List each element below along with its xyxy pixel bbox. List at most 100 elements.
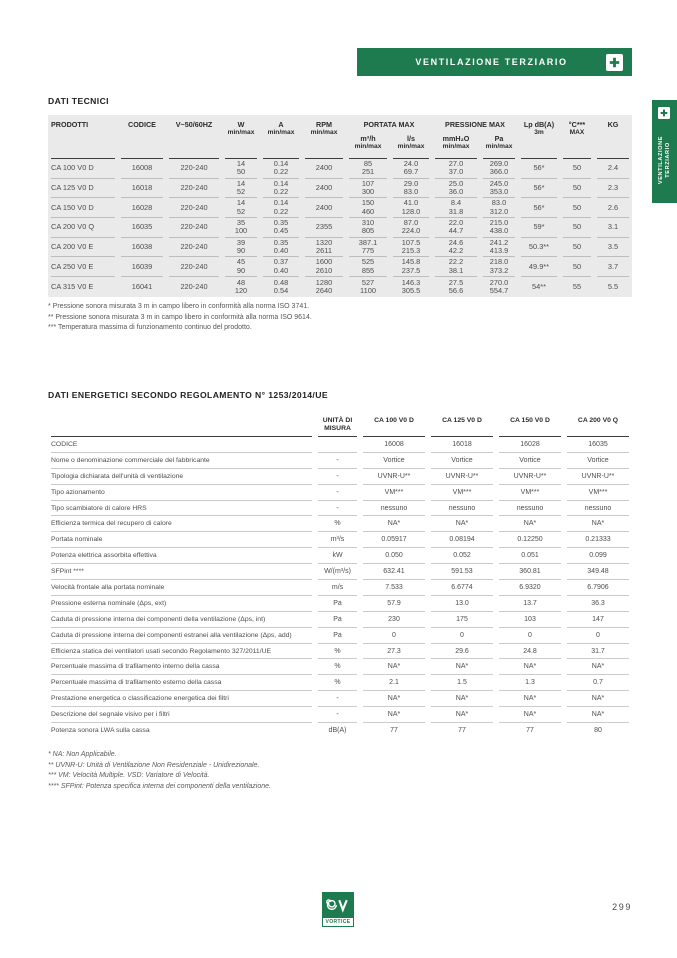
col-header-kg: KG [597, 117, 629, 159]
tech-cell: 16018 [121, 179, 163, 199]
section-banner-label: VENTILAZIONE TERZIARIO [415, 57, 568, 67]
tech-cell: 220-240 [169, 179, 219, 199]
energy-unit-cell: - [318, 485, 357, 501]
tech-cell: 27.0 37.0 [435, 159, 477, 179]
vortice-logo: VORTICE [322, 892, 354, 927]
energy-row-label: Potenza sonora LWA sulla cassa [51, 727, 150, 735]
energy-value-cell: NA* [567, 659, 629, 676]
tech-cell: 0.14 0.22 [263, 159, 299, 179]
tech-cell: 59* [521, 218, 557, 238]
footnote: ** Pressione sonora misurata 3 m in camp… [48, 313, 312, 321]
footnote: *** Temperatura massima di funzionamento… [48, 324, 252, 331]
tech-cell: 1320 2611 [305, 238, 343, 258]
energy-row-label: Efficienza termica del recupero di calor… [51, 516, 312, 533]
tech-cell: 0.14 0.22 [263, 179, 299, 199]
energy-value-cell: 16035 [567, 437, 629, 453]
energy-row-label: SFPint **** [51, 564, 312, 581]
tech-cell: 2400 [305, 159, 343, 179]
tech-cell: 16039 [121, 257, 163, 278]
energy-value-cell: Vortice [567, 453, 629, 469]
energy-value-cell: 147 [567, 612, 629, 628]
product-name: CA 150 V0 D [51, 198, 115, 219]
tech-cell: 241.2 413.9 [483, 238, 515, 258]
energy-unit-cell: % [318, 659, 357, 676]
tech-cell: 1600 2610 [305, 257, 343, 278]
energy-data-table: UNITÀ DI MISURA CA 100 V0 D CA 125 V0 D C… [48, 408, 632, 739]
tech-cell: 25.0 36.0 [435, 179, 477, 199]
energy-unit-cell: m/s [318, 580, 357, 596]
energy-value-cell: 230 [363, 612, 425, 628]
energy-row-label: Portata nominale [51, 532, 312, 549]
energy-row-label: Prestazione energetica o classificazione… [51, 691, 312, 708]
footnote: * NA: Non Applicabile. [48, 751, 117, 758]
energy-value-cell: 16018 [431, 437, 493, 453]
side-section-tab: VENTILAZIONE TERZIARIO [652, 100, 677, 203]
energy-unit-cell: kW [318, 548, 357, 565]
tech-cell: 54** [532, 281, 546, 291]
tech-cell: 3.7 [597, 257, 629, 278]
side-tab-line2: TERZIARIO [664, 141, 671, 178]
product-name: CA 200 V0 E [51, 238, 115, 258]
energy-value-cell: 175 [431, 612, 493, 628]
energy-value-cell: 77 [458, 727, 466, 735]
energy-value-cell: NA* [431, 659, 493, 676]
energy-value-cell: NA* [431, 691, 493, 708]
energy-value-cell: 31.7 [567, 644, 629, 660]
energy-value-cell: UVNR-U** [431, 469, 493, 485]
group-header-pressione-max: PRESSIONE MAX [445, 120, 505, 129]
energy-value-cell: 0.05917 [363, 532, 425, 549]
tech-cell: 220-240 [169, 238, 219, 258]
energy-value-cell: 57.9 [363, 596, 425, 612]
tech-cell: 16041 [131, 281, 153, 291]
footnote: *** VM: Velocità Multiple. VSD: Variator… [48, 772, 210, 779]
tech-cell: 2.4 [597, 159, 629, 179]
energy-value-cell: NA* [363, 659, 425, 676]
energy-unit-cell: Pa [318, 596, 357, 612]
energy-unit-cell: - [318, 501, 357, 517]
tech-cell: 41.0 128.0 [393, 198, 429, 219]
tech-cell: 50 [563, 218, 591, 238]
energy-value-cell: nessuno [567, 501, 629, 517]
energy-unit-cell: - [318, 469, 357, 485]
energy-value-cell: NA* [567, 691, 629, 708]
energy-value-cell: NA* [431, 707, 493, 724]
section-banner: VENTILAZIONE TERZIARIO [357, 48, 632, 76]
energy-value-cell: 0.21333 [567, 532, 629, 549]
energy-value-cell: NA* [499, 707, 561, 724]
energy-value-cell: nessuno [363, 501, 425, 517]
energy-value-cell: NA* [567, 707, 629, 724]
energy-value-cell: 0 [499, 628, 561, 644]
product-name: CA 100 V0 D [51, 159, 115, 179]
tech-cell: 220-240 [169, 159, 219, 179]
tech-cell: 56* [521, 159, 557, 179]
tech-cell: 218.0 373.2 [483, 257, 515, 278]
tech-cell: 14 52 [225, 179, 257, 199]
tech-cell: 0.48 0.54 [273, 277, 289, 295]
energy-row-label: Caduta di pressione interna dei componen… [51, 628, 312, 644]
tech-cell: 22.0 44.7 [435, 218, 477, 238]
footnote: * Pressione sonora misurata 3 m in campo… [48, 303, 310, 310]
energy-unit-cell: Pa [318, 612, 357, 628]
tech-cell: 2400 [305, 179, 343, 199]
energy-value-cell: 0.051 [499, 548, 561, 565]
tech-cell: 50 [563, 198, 591, 219]
footnote: **** SFPint: Potenza specifica interna d… [48, 782, 271, 790]
tab-plus-icon [658, 107, 670, 119]
energy-unit-cell: - [318, 453, 357, 469]
energy-value-cell: 0.099 [567, 548, 629, 565]
energy-value-cell: 1.3 [499, 675, 561, 692]
energy-unit-cell: Pa [318, 628, 357, 644]
energy-value-cell: Vortice [431, 453, 493, 469]
energy-unit-cell: % [318, 516, 357, 533]
tech-cell: 145.8 237.5 [393, 257, 429, 278]
technical-footnotes: * Pressione sonora misurata 3 m in campo… [48, 302, 312, 334]
col-header-empty [51, 408, 312, 437]
tech-cell: 50.3** [521, 238, 557, 258]
energy-row-label: Pressione esterna nominale (Δps, ext) [51, 596, 312, 612]
col-header-codice: CODICE [121, 117, 163, 159]
energy-value-cell: 0 [363, 628, 425, 644]
energy-value-cell: 0.7 [567, 675, 629, 692]
tech-cell: 16035 [121, 218, 163, 238]
